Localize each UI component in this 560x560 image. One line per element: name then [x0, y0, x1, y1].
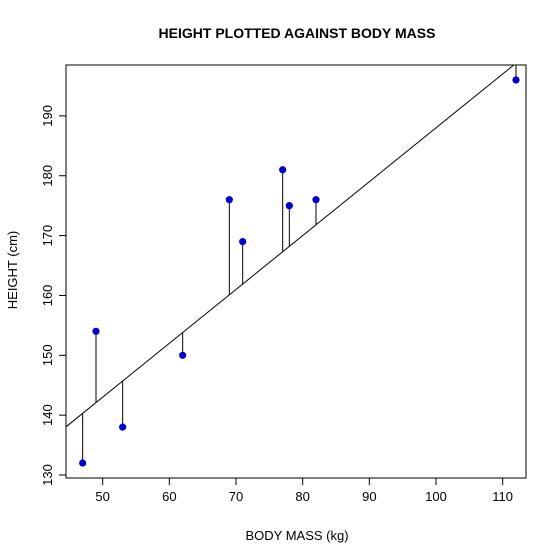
- x-tick-label: 90: [362, 489, 376, 504]
- data-point: [119, 423, 127, 431]
- y-axis-label: HEIGHT (cm): [5, 231, 20, 309]
- data-point: [285, 202, 293, 210]
- y-tick-label: 130: [40, 464, 55, 486]
- y-tick-label: 170: [40, 225, 55, 247]
- x-tick-label: 70: [229, 489, 243, 504]
- y-tick-label: 160: [40, 285, 55, 307]
- x-tick-label: 60: [162, 489, 176, 504]
- data-point: [79, 459, 87, 467]
- y-tick-label: 140: [40, 404, 55, 426]
- x-tick-label: 100: [425, 489, 447, 504]
- data-point: [92, 327, 100, 335]
- data-point: [239, 237, 247, 246]
- regression-line: [66, 65, 515, 428]
- y-tick-label: 150: [40, 344, 55, 366]
- data-point: [512, 76, 520, 84]
- chart-title: HEIGHT PLOTTED AGAINST BODY MASS: [159, 25, 436, 41]
- x-axis-label: BODY MASS (kg): [245, 528, 348, 543]
- data-point: [279, 166, 287, 174]
- plot-area: 50 60 70 80 90 100 110 130 140 150 160 170 180 190: [40, 64, 527, 504]
- data-point: [179, 351, 187, 359]
- x-tick-label: 50: [95, 489, 109, 504]
- data-point: [225, 196, 233, 204]
- x-tick-label: 110: [492, 489, 513, 504]
- x-tick-label: 80: [295, 489, 309, 504]
- y-tick-label: 180: [40, 165, 55, 187]
- plot-frame: [65, 64, 527, 479]
- data-point: [312, 196, 320, 204]
- y-tick-label: 190: [40, 105, 55, 127]
